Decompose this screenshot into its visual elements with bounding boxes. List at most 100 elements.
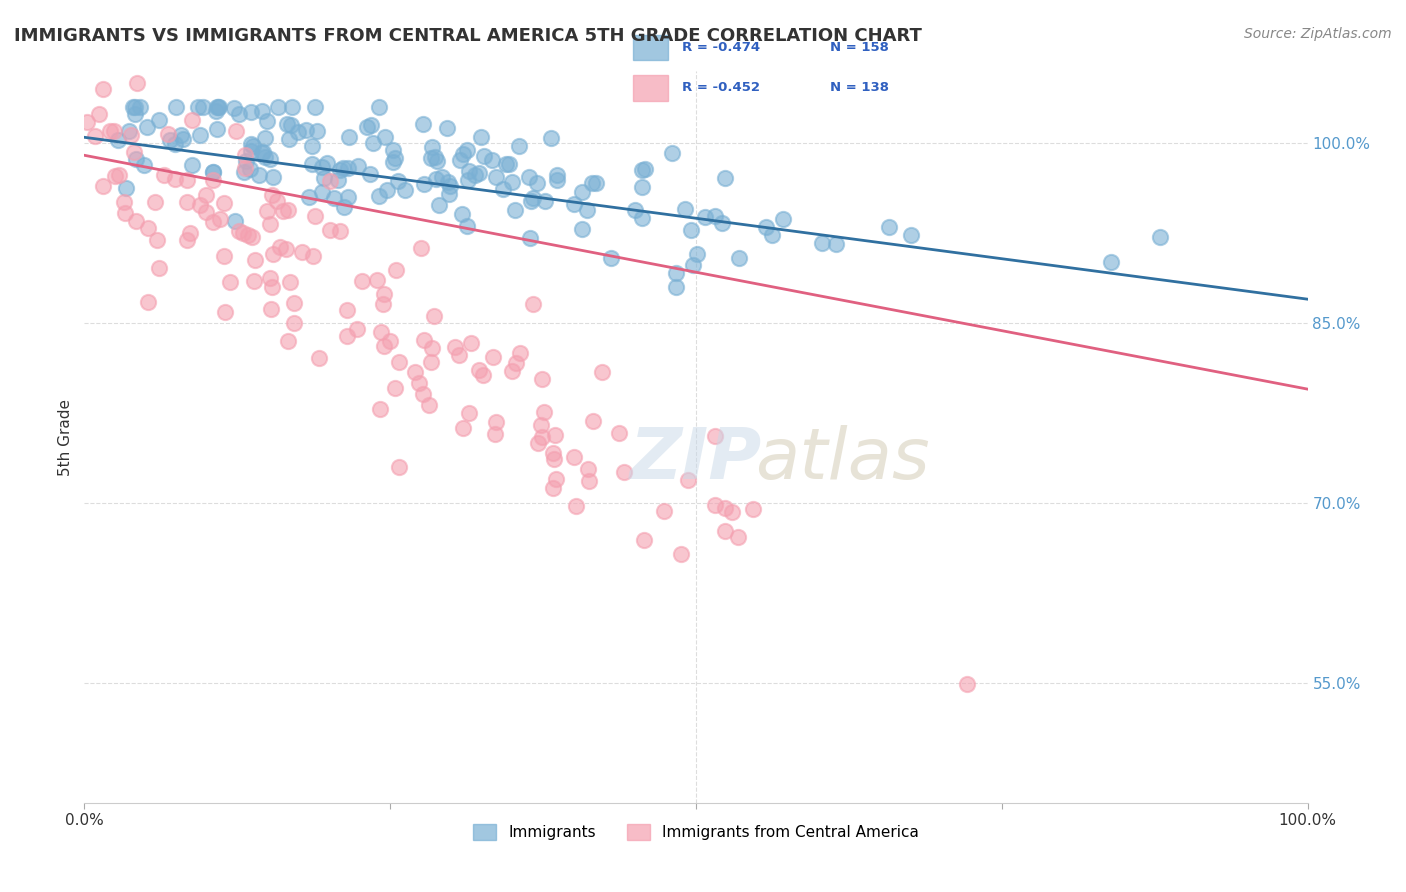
Point bbox=[373, 287, 395, 301]
Point bbox=[381, 155, 404, 169]
Point bbox=[280, 118, 302, 132]
Point bbox=[485, 415, 508, 429]
Point bbox=[108, 168, 131, 182]
Point bbox=[519, 231, 541, 245]
Point bbox=[503, 203, 526, 218]
Point bbox=[472, 149, 495, 163]
Point bbox=[418, 399, 440, 413]
Point bbox=[93, 82, 115, 96]
Point bbox=[302, 249, 325, 263]
Point bbox=[411, 241, 433, 255]
Point bbox=[308, 351, 330, 365]
Point bbox=[159, 133, 181, 147]
Point bbox=[103, 124, 125, 138]
Point bbox=[530, 418, 553, 433]
Point bbox=[704, 429, 727, 443]
Point bbox=[278, 132, 301, 146]
Point bbox=[721, 505, 744, 519]
Point bbox=[761, 228, 783, 243]
Point bbox=[136, 221, 159, 235]
Point bbox=[352, 274, 374, 288]
Point bbox=[530, 372, 553, 386]
Point bbox=[682, 258, 704, 272]
Point bbox=[304, 100, 326, 114]
Point bbox=[359, 167, 381, 181]
Point bbox=[420, 341, 443, 355]
Point bbox=[179, 227, 201, 241]
Point bbox=[423, 150, 446, 164]
Point bbox=[384, 263, 406, 277]
Point bbox=[262, 170, 284, 185]
Point bbox=[562, 197, 585, 211]
Point bbox=[262, 188, 284, 202]
Point bbox=[266, 194, 288, 209]
Point bbox=[526, 176, 548, 190]
Point bbox=[631, 180, 654, 194]
Point bbox=[124, 107, 146, 121]
Point bbox=[269, 240, 291, 254]
Point bbox=[366, 272, 388, 286]
Point bbox=[481, 153, 503, 167]
Point bbox=[468, 166, 491, 180]
Point bbox=[336, 161, 359, 176]
Point bbox=[630, 163, 652, 178]
Point bbox=[450, 206, 472, 220]
Point bbox=[456, 219, 478, 234]
Point bbox=[271, 203, 294, 218]
Point bbox=[336, 328, 359, 343]
Point bbox=[1099, 255, 1122, 269]
Point bbox=[661, 146, 683, 161]
Point bbox=[456, 143, 478, 157]
Point bbox=[381, 144, 404, 158]
Point bbox=[704, 210, 727, 224]
Point bbox=[243, 253, 266, 268]
Point bbox=[276, 117, 298, 131]
Point bbox=[495, 157, 517, 171]
Point bbox=[505, 356, 527, 370]
Point bbox=[412, 387, 434, 401]
Point bbox=[233, 148, 256, 162]
Point bbox=[202, 165, 225, 179]
Text: R = -0.452: R = -0.452 bbox=[682, 81, 759, 95]
Point bbox=[388, 460, 411, 475]
Point bbox=[274, 242, 297, 256]
Point bbox=[260, 302, 283, 317]
Point bbox=[259, 152, 281, 166]
Point bbox=[337, 130, 360, 145]
Point bbox=[458, 163, 481, 178]
Point bbox=[591, 365, 613, 379]
Point bbox=[332, 161, 354, 175]
Point bbox=[333, 200, 356, 214]
Point bbox=[484, 427, 506, 442]
Point bbox=[228, 107, 250, 121]
Point bbox=[713, 501, 735, 516]
Point bbox=[207, 122, 229, 136]
Point bbox=[239, 162, 262, 177]
Point bbox=[193, 100, 215, 114]
Point bbox=[451, 146, 474, 161]
Point bbox=[322, 191, 344, 205]
Point bbox=[153, 168, 176, 182]
Point bbox=[176, 172, 198, 186]
Point bbox=[114, 206, 136, 220]
Point bbox=[429, 198, 451, 212]
Point bbox=[367, 100, 389, 114]
Text: IMMIGRANTS VS IMMIGRANTS FROM CENTRAL AMERICA 5TH GRADE CORRELATION CHART: IMMIGRANTS VS IMMIGRANTS FROM CENTRAL AM… bbox=[14, 27, 922, 45]
Point bbox=[671, 547, 693, 561]
Point bbox=[501, 364, 523, 378]
Point bbox=[571, 222, 593, 236]
Point bbox=[665, 266, 688, 280]
Point bbox=[634, 162, 657, 177]
Point bbox=[457, 172, 479, 186]
Point bbox=[247, 168, 270, 182]
Point bbox=[240, 145, 263, 159]
Point bbox=[544, 472, 567, 486]
Point bbox=[165, 100, 187, 114]
Point bbox=[371, 297, 394, 311]
Point bbox=[576, 462, 599, 476]
Point bbox=[373, 339, 395, 353]
Point bbox=[253, 150, 276, 164]
Bar bbox=[633, 75, 668, 101]
Point bbox=[188, 128, 211, 142]
Point bbox=[259, 271, 281, 285]
